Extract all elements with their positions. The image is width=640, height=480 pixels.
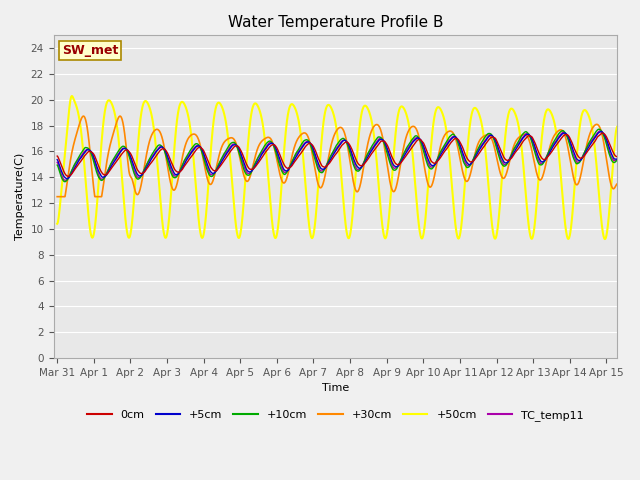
X-axis label: Time: Time xyxy=(322,383,349,393)
Legend: 0cm, +5cm, +10cm, +30cm, +50cm, TC_temp11: 0cm, +5cm, +10cm, +30cm, +50cm, TC_temp1… xyxy=(83,406,588,425)
Title: Water Temperature Profile B: Water Temperature Profile B xyxy=(228,15,443,30)
Y-axis label: Temperature(C): Temperature(C) xyxy=(15,153,25,240)
Text: SW_met: SW_met xyxy=(62,44,118,57)
